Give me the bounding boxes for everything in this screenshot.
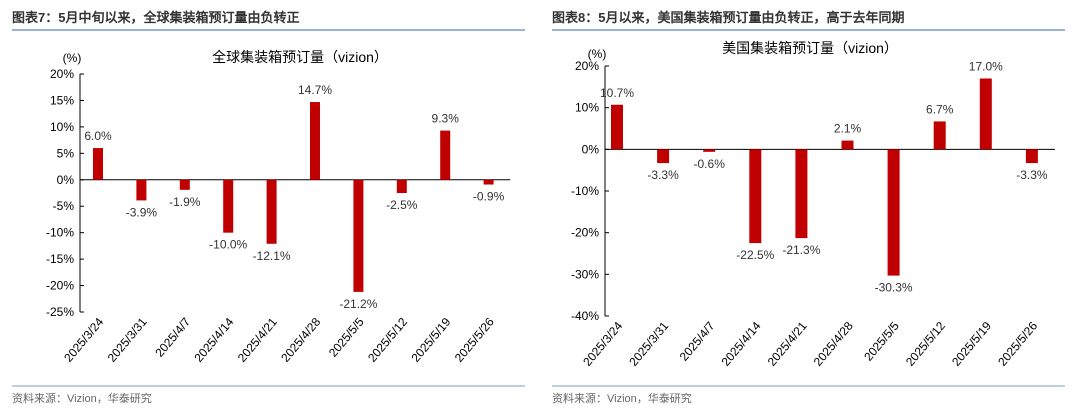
y-tick-label: -25%: [46, 305, 74, 319]
y-tick-label: 0%: [57, 173, 75, 187]
y-unit: (%): [63, 51, 82, 65]
chart-title: 美国集装箱预订量（vizion）: [722, 40, 898, 56]
y-tick-label: -10%: [571, 184, 599, 198]
data-label: -10.0%: [209, 238, 247, 252]
x-tick-label: 2025/4/14: [191, 315, 236, 365]
x-tick-label: 2025/3/24: [580, 319, 625, 369]
data-label: 6.0%: [84, 129, 112, 143]
chart-title: 全球集装箱预订量（vizion）: [212, 49, 388, 65]
x-tick-label: 2025/4/28: [278, 315, 323, 365]
y-tick-label: 10%: [50, 120, 74, 134]
bar: [136, 179, 147, 201]
x-tick-label: 2025/3/31: [626, 319, 671, 369]
source-note: 资料来源：Vizion，华泰研究: [12, 391, 152, 405]
bar: [795, 149, 808, 239]
y-unit: (%): [588, 47, 607, 61]
x-tick-label: 2025/5/5: [326, 315, 367, 360]
x-tick-label: 2025/4/7: [677, 319, 718, 364]
y-tick-label: -10%: [46, 226, 74, 240]
x-tick-label: 2025/5/26: [452, 315, 497, 365]
x-tick-label: 2025/3/24: [61, 315, 106, 365]
bar: [611, 104, 623, 150]
data-label: 2.1%: [834, 122, 862, 136]
data-label: 17.0%: [969, 60, 1003, 74]
y-tick-label: 20%: [50, 67, 74, 81]
data-label: 9.3%: [432, 112, 460, 126]
data-label: -1.9%: [169, 195, 201, 209]
data-label: -21.2%: [339, 297, 377, 311]
data-label: -12.1%: [253, 249, 291, 263]
bar: [933, 121, 946, 150]
x-tick-label: 2025/4/28: [811, 319, 856, 369]
y-tick-label: 15%: [50, 93, 74, 107]
y-tick-label: -20%: [571, 226, 599, 240]
bar: [703, 149, 716, 152]
data-label: -3.3%: [647, 168, 679, 182]
bar: [657, 149, 670, 164]
x-tick-label: 2025/4/7: [152, 315, 193, 360]
bar: [223, 179, 234, 233]
bar: [440, 130, 451, 180]
x-tick-label: 2025/5/5: [861, 319, 902, 364]
bar: [979, 78, 992, 150]
x-tick-label: 2025/5/12: [903, 319, 948, 369]
y-tick-label: 5%: [57, 146, 75, 160]
x-tick-label: 2025/4/21: [765, 319, 810, 369]
data-label: -22.5%: [736, 248, 774, 262]
figure-heading: 图表7：5月中旬以来，全球集装箱预订量由负转正: [12, 10, 299, 25]
data-label: 10.7%: [600, 86, 634, 100]
y-tick-label: 20%: [575, 59, 599, 73]
source-note: 资料来源：Vizion，华泰研究: [552, 391, 692, 405]
y-tick-label: -15%: [46, 252, 74, 266]
bar: [396, 179, 407, 193]
bar: [179, 179, 190, 190]
bar: [841, 140, 854, 150]
bar: [887, 149, 900, 276]
data-label: -2.5%: [386, 198, 418, 212]
x-tick-label: 2025/3/31: [105, 315, 150, 365]
data-label: -3.9%: [126, 205, 158, 219]
bar: [93, 148, 103, 180]
data-label: -30.3%: [875, 281, 913, 295]
data-label: -21.3%: [782, 243, 820, 257]
bar: [266, 179, 277, 244]
bar: [749, 149, 762, 244]
data-label: -3.3%: [1016, 168, 1048, 182]
bar: [353, 179, 364, 292]
y-tick-label: 0%: [582, 142, 600, 156]
y-tick-label: -5%: [53, 199, 75, 213]
x-tick-label: 2025/5/19: [949, 319, 994, 369]
data-label: 6.7%: [926, 102, 954, 116]
x-tick-label: 2025/4/21: [235, 315, 280, 365]
bar: [310, 102, 320, 180]
y-tick-label: -30%: [571, 267, 599, 281]
figure-heading: 图表8：5月以来，美国集装箱预订量由负转正，高于去年同期: [552, 10, 904, 25]
x-tick-label: 2025/5/26: [995, 319, 1040, 369]
bar: [1025, 149, 1038, 164]
x-tick-label: 2025/4/14: [719, 319, 764, 369]
x-tick-label: 2025/5/19: [408, 315, 453, 365]
data-label: -0.9%: [473, 190, 505, 204]
y-tick-label: -20%: [46, 279, 74, 293]
data-label: -0.6%: [694, 157, 726, 171]
y-tick-label: 10%: [575, 101, 599, 115]
y-tick-label: -40%: [571, 309, 599, 323]
data-label: 14.7%: [298, 83, 332, 97]
x-tick-label: 2025/5/12: [365, 315, 410, 365]
bar: [483, 179, 494, 185]
